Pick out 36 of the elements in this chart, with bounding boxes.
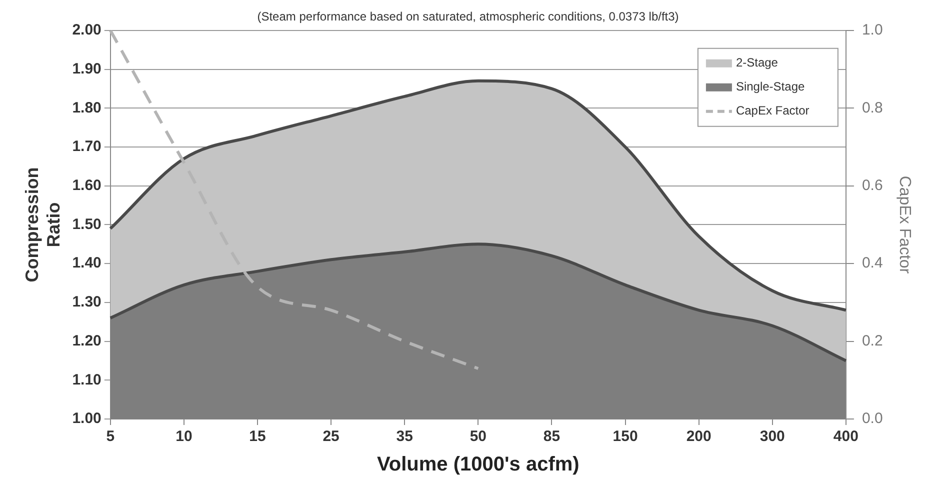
y-tick-label: 1.60: [72, 176, 102, 194]
legend-label: CapEx Factor: [736, 104, 810, 118]
y-tick-label: 1.20: [72, 332, 102, 350]
y-tick-label: 2.00: [72, 22, 102, 39]
legend-label: Single-Stage: [736, 80, 805, 94]
x-tick-label: 35: [396, 428, 413, 446]
x-tick-label: 85: [543, 428, 560, 446]
legend-label: 2-Stage: [736, 56, 778, 70]
x-tick-label: 300: [760, 428, 785, 446]
y2-tick-label: 0.2: [862, 332, 883, 350]
y-tick-label: 1.30: [72, 294, 102, 311]
y2-tick-label: 0.0: [862, 410, 883, 428]
y-tick-label: 1.50: [72, 216, 102, 233]
x-tick-label: 10: [176, 428, 192, 446]
line-series: [108, 30, 480, 370]
y-tick-label: 1.70: [72, 138, 102, 156]
x-tick-label: 50: [470, 428, 487, 446]
y2-tick-label: 0.8: [862, 99, 883, 116]
x-tick-label: 400: [833, 428, 858, 446]
y-tick-label: 1.90: [72, 60, 102, 78]
y2-tick-label: 0.4: [862, 254, 883, 272]
x-axis-title: Volume (1000's acfm): [377, 454, 580, 476]
x-tick-label: 200: [686, 428, 712, 446]
y-tick-label: 1.40: [72, 254, 102, 272]
y-axis-title: Compression Ratio: [22, 167, 64, 282]
y-tick-label: 1.00: [72, 410, 102, 428]
x-tick-label: 5: [106, 428, 115, 446]
x-tick-label: 150: [612, 428, 638, 446]
x-tick-label: 15: [249, 428, 266, 446]
y-tick-label: 1.10: [72, 371, 102, 388]
y2-axis-title: CapEx Factor: [896, 176, 913, 274]
x-tick-label: 25: [322, 428, 340, 446]
y-tick-label: 1.80: [72, 99, 102, 116]
chart-subtitle: (Steam performance based on saturated, atmospheric conditions, 0.0373 lb/ft3): [257, 10, 679, 24]
y2-tick-label: 1.0: [862, 22, 883, 39]
y2-tick-label: 0.6: [862, 176, 883, 194]
